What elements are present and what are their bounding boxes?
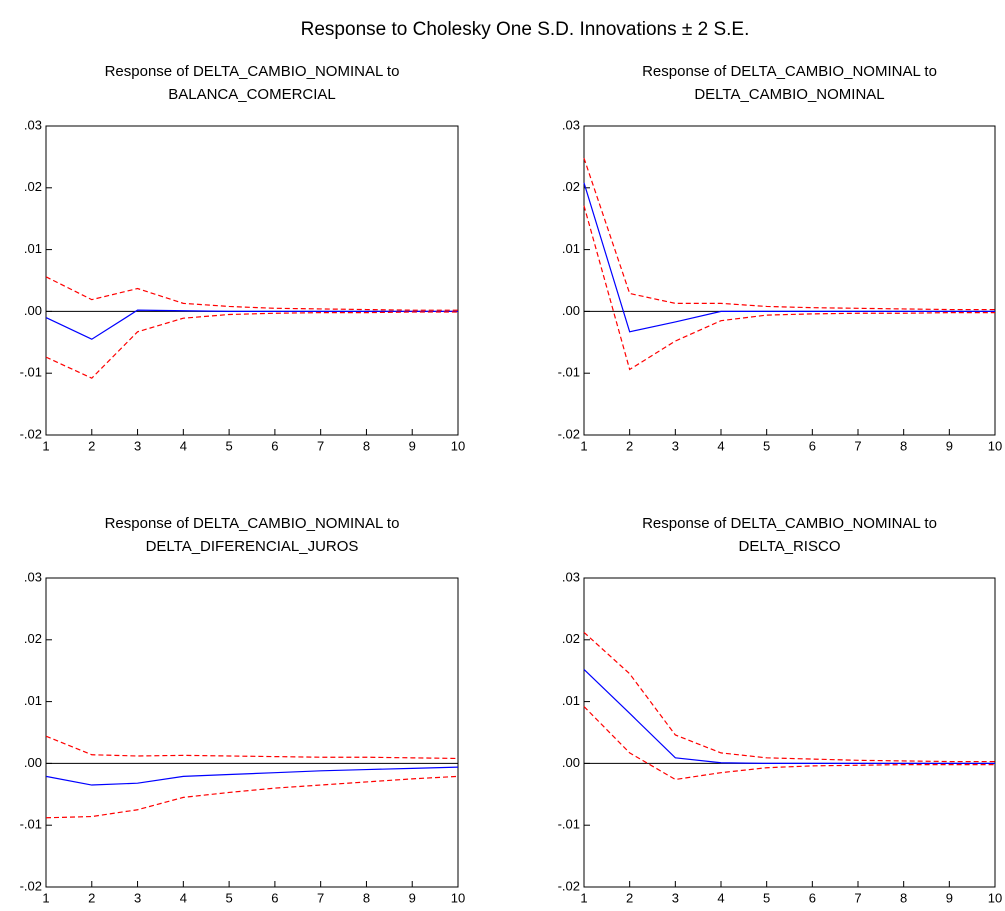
y-tick-label: .00 [562, 303, 580, 318]
x-tick-label: 4 [717, 438, 724, 453]
x-tick-label: 7 [854, 438, 861, 453]
figure-title: Response to Cholesky One S.D. Innovation… [301, 19, 750, 40]
x-tick-label: 4 [180, 438, 187, 453]
x-tick-label: 2 [626, 890, 633, 905]
x-tick-label: 6 [809, 890, 816, 905]
x-tick-label: 2 [88, 890, 95, 905]
x-tick-label: 5 [225, 890, 232, 905]
series-line [583, 669, 995, 765]
plot-frame [583, 125, 996, 436]
y-tick-label: .01 [24, 241, 42, 256]
y-tick-label: .03 [562, 117, 580, 132]
x-tick-label: 1 [580, 890, 587, 905]
panel-title: DELTA_RISCO [739, 538, 841, 555]
series-line [45, 775, 459, 819]
series-line [583, 205, 995, 371]
x-tick-label: 8 [363, 438, 370, 453]
x-tick-label: 1 [580, 438, 587, 453]
series-line [45, 276, 458, 311]
x-tick-label: 2 [88, 438, 95, 453]
x-tick-label: 4 [717, 890, 724, 905]
y-tick-label: .03 [562, 569, 580, 584]
x-tick-label: 3 [672, 890, 679, 905]
y-tick-label: .02 [562, 631, 580, 646]
y-tick-label: .00 [562, 755, 580, 770]
panel-title: Response of DELTA_CAMBIO_NOMINAL to [105, 515, 400, 532]
series-line [45, 309, 458, 340]
panel-title: DELTA_CAMBIO_NOMINAL [694, 86, 884, 103]
plot-frame [583, 577, 996, 888]
y-tick-label: -.02 [20, 426, 42, 441]
y-tick-label: .01 [562, 241, 580, 256]
x-tick-label: 6 [271, 438, 278, 453]
y-tick-label: .02 [562, 179, 580, 194]
panel-title: Response of DELTA_CAMBIO_NOMINAL to [642, 515, 937, 532]
y-tick-label: .02 [24, 179, 42, 194]
x-tick-label: 7 [317, 438, 324, 453]
y-tick-label: .00 [24, 755, 42, 770]
y-tick-label: .03 [24, 569, 42, 584]
panel-title: DELTA_DIFERENCIAL_JUROS [146, 538, 359, 555]
y-tick-label: -.02 [20, 878, 42, 893]
x-tick-label: 5 [763, 890, 770, 905]
x-tick-label: 3 [134, 890, 141, 905]
y-tick-label: .00 [24, 303, 42, 318]
x-tick-label: 7 [854, 890, 861, 905]
x-tick-label: 2 [626, 438, 633, 453]
y-tick-label: .01 [24, 693, 42, 708]
x-tick-label: 10 [988, 890, 1002, 905]
series-line [583, 182, 995, 333]
panel-title: Response of DELTA_CAMBIO_NOMINAL to [642, 63, 937, 80]
x-tick-label: 10 [451, 438, 465, 453]
x-tick-label: 6 [271, 890, 278, 905]
x-tick-label: 8 [900, 438, 907, 453]
series-line [45, 766, 459, 786]
x-tick-label: 5 [763, 438, 770, 453]
series-line [583, 706, 995, 781]
x-tick-label: 9 [409, 438, 416, 453]
x-tick-label: 4 [180, 890, 187, 905]
panel-title: Response of DELTA_CAMBIO_NOMINAL to [105, 63, 400, 80]
x-tick-label: 3 [672, 438, 679, 453]
x-tick-label: 8 [900, 890, 907, 905]
plot-frame [45, 125, 459, 436]
y-tick-label: .01 [562, 693, 580, 708]
x-tick-label: 10 [451, 890, 465, 905]
x-tick-label: 6 [809, 438, 816, 453]
x-tick-label: 1 [42, 890, 49, 905]
y-tick-label: -.01 [558, 817, 580, 832]
x-tick-label: 9 [409, 890, 416, 905]
y-tick-label: -.02 [558, 878, 580, 893]
plot-frame [45, 577, 459, 888]
series-line [45, 311, 458, 379]
x-tick-label: 9 [946, 438, 953, 453]
y-tick-label: -.01 [20, 817, 42, 832]
y-tick-label: -.02 [558, 426, 580, 441]
x-tick-label: 7 [317, 890, 324, 905]
series-line [583, 631, 995, 763]
y-tick-label: -.01 [558, 365, 580, 380]
panel-title: BALANCA_COMERCIAL [168, 86, 336, 103]
x-tick-label: 3 [134, 438, 141, 453]
x-tick-label: 10 [988, 438, 1002, 453]
series-line [45, 735, 459, 760]
x-tick-label: 5 [225, 438, 232, 453]
x-tick-label: 1 [42, 438, 49, 453]
y-tick-label: .02 [24, 631, 42, 646]
x-tick-label: 8 [363, 890, 370, 905]
x-tick-label: 9 [946, 890, 953, 905]
y-tick-label: -.01 [20, 365, 42, 380]
y-tick-label: .03 [24, 117, 42, 132]
series-line [583, 157, 995, 311]
